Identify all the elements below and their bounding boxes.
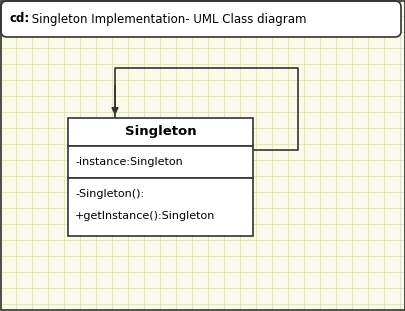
Text: Singleton Implementation- UML Class diagram: Singleton Implementation- UML Class diag… [28, 12, 306, 26]
Text: Singleton: Singleton [124, 126, 196, 138]
Text: -Singleton():: -Singleton(): [75, 189, 144, 199]
Text: +getInstance():Singleton: +getInstance():Singleton [75, 211, 215, 221]
FancyBboxPatch shape [1, 1, 400, 37]
Bar [68, 146, 252, 178]
Bar [68, 118, 252, 146]
Text: -instance:Singleton: -instance:Singleton [75, 157, 182, 167]
Bar [68, 178, 252, 236]
Text: cd:: cd: [10, 12, 30, 26]
